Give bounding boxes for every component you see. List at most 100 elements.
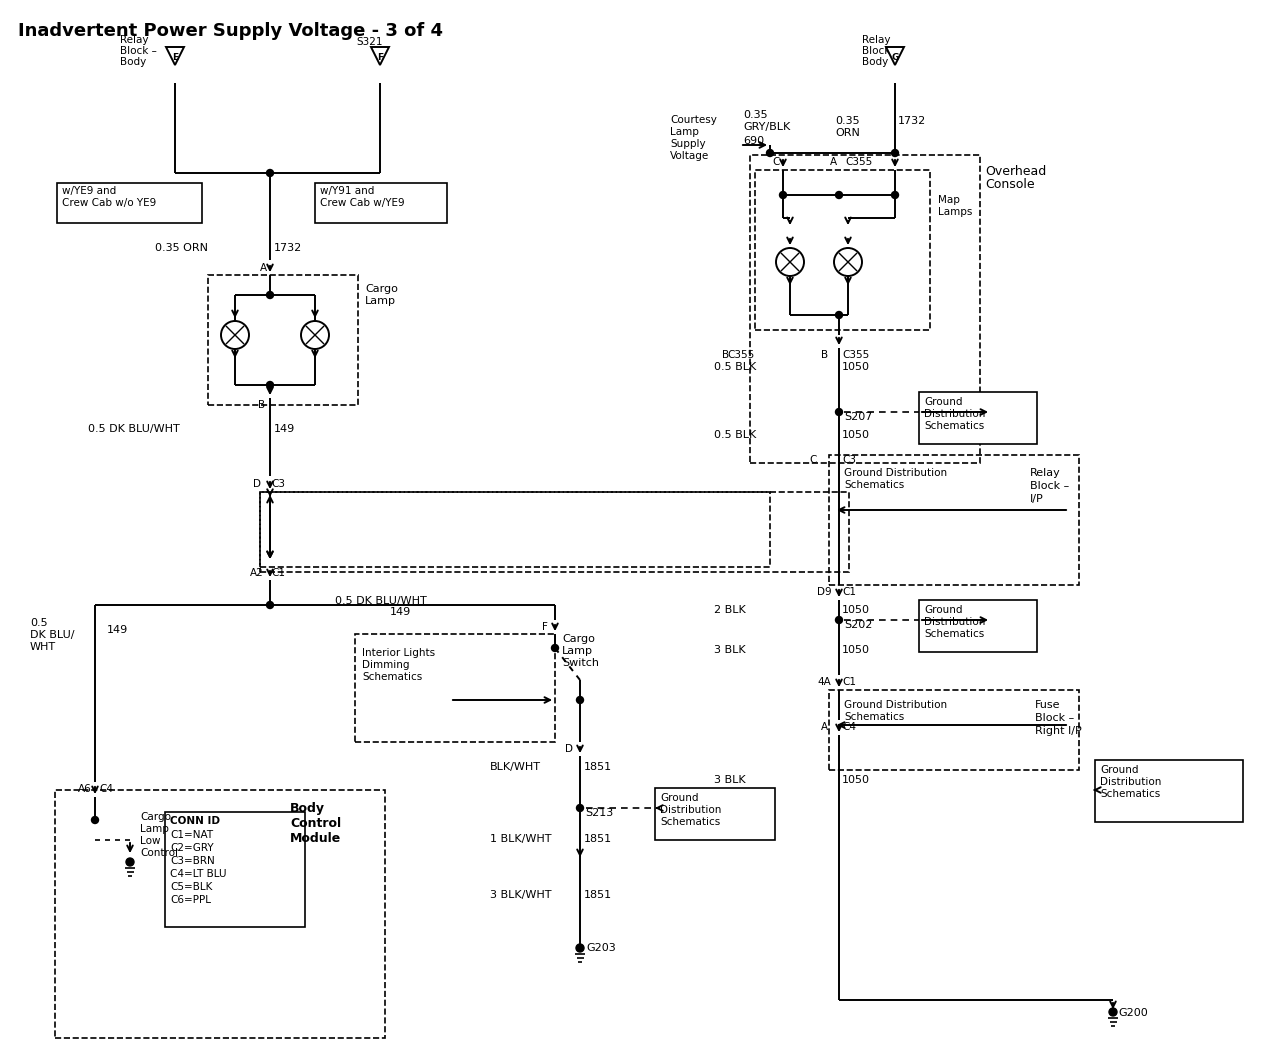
Bar [315,183,447,223]
Circle shape [91,816,99,824]
Text: C1=NAT: C1=NAT [170,830,214,840]
Circle shape [266,602,274,608]
Text: C4=LT BLU: C4=LT BLU [170,869,227,879]
Text: Distribution: Distribution [1100,777,1161,787]
Circle shape [266,381,274,389]
Text: 1050: 1050 [842,362,870,372]
Text: Block –: Block – [861,46,899,56]
Text: Supply: Supply [669,139,705,149]
Circle shape [836,617,842,623]
Text: Lamps: Lamps [938,207,973,216]
Circle shape [266,170,274,176]
Text: C355: C355 [842,350,869,360]
Text: 1 BLK/WHT: 1 BLK/WHT [490,834,552,844]
Text: Body: Body [291,802,325,815]
Circle shape [266,291,274,299]
Text: Lamp: Lamp [140,824,169,834]
Text: Block –: Block – [120,46,157,56]
Text: E: E [172,53,178,61]
Text: w/Y91 and: w/Y91 and [320,186,374,196]
Text: Distribution: Distribution [660,805,722,815]
Text: 1851: 1851 [584,834,612,844]
Polygon shape [166,48,184,65]
Text: C355: C355 [845,157,872,167]
Circle shape [836,409,842,415]
Text: B: B [259,400,265,410]
Text: DK BLU/: DK BLU/ [29,630,74,640]
Text: C355: C355 [727,350,754,360]
Text: S207: S207 [844,412,873,422]
Text: CONN ID: CONN ID [170,816,220,826]
Text: 0.5: 0.5 [29,618,47,628]
Text: 1732: 1732 [274,243,302,253]
Bar [1094,760,1243,822]
Text: Control: Control [291,817,342,830]
Text: Courtesy: Courtesy [669,115,717,125]
Text: WHT: WHT [29,642,56,652]
Text: Ground: Ground [924,605,963,615]
Text: C: C [809,455,817,465]
Polygon shape [371,48,389,65]
Text: 1050: 1050 [842,430,870,440]
Text: A: A [260,263,268,274]
Text: 0.35: 0.35 [742,110,768,120]
Text: Cargo: Cargo [365,284,398,294]
Bar [165,812,305,927]
Text: 149: 149 [390,607,411,617]
Text: 149: 149 [274,425,296,434]
Text: Schematics: Schematics [924,629,984,639]
Text: D: D [253,479,261,489]
Text: Schematics: Schematics [362,672,422,682]
Text: Control: Control [140,848,178,857]
Text: Ground: Ground [1100,765,1138,775]
Text: Fuse: Fuse [1036,700,1061,710]
Text: Relay: Relay [861,35,891,45]
Text: A: A [820,722,828,732]
Text: 690: 690 [742,136,764,146]
Text: 0.35 ORN: 0.35 ORN [155,243,207,253]
Text: Cargo: Cargo [140,812,172,822]
Text: Ground: Ground [924,397,963,407]
Text: D9: D9 [817,587,832,597]
Bar [260,492,771,567]
Circle shape [767,150,773,156]
Bar [207,275,358,406]
Text: C3=BRN: C3=BRN [170,856,215,866]
Text: 1050: 1050 [842,605,870,615]
Text: GRY/BLK: GRY/BLK [742,122,790,132]
Text: 1851: 1851 [584,890,612,900]
Text: I/P: I/P [1030,494,1043,504]
Text: C1: C1 [842,587,856,597]
Text: 0.35: 0.35 [835,116,860,126]
Circle shape [836,312,842,319]
Text: Interior Lights: Interior Lights [362,648,435,658]
Circle shape [891,191,899,199]
Text: 0.5 DK BLU/WHT: 0.5 DK BLU/WHT [88,425,180,434]
Text: C: C [772,157,780,167]
Text: D: D [564,744,573,754]
Text: Relay: Relay [120,35,148,45]
Circle shape [576,805,584,811]
Text: Right I/P: Right I/P [1036,727,1082,736]
Text: BLK/WHT: BLK/WHT [490,762,541,772]
Bar [829,455,1079,585]
Circle shape [1108,1008,1117,1016]
Text: 2 BLK: 2 BLK [714,605,746,615]
Text: Console: Console [986,178,1034,191]
Text: Schematics: Schematics [844,712,904,722]
Text: 1050: 1050 [842,645,870,655]
Text: 0.5 DK BLU/WHT: 0.5 DK BLU/WHT [335,596,426,606]
Text: C3: C3 [842,455,856,465]
Circle shape [552,644,558,652]
Bar [58,183,202,223]
Text: Cargo: Cargo [562,634,595,644]
Text: S213: S213 [585,808,613,818]
Text: Distribution: Distribution [924,409,986,419]
Text: 149: 149 [108,625,128,635]
Text: Schematics: Schematics [924,421,984,431]
Text: 4A: 4A [817,677,831,687]
Text: Body: Body [861,57,888,67]
Bar [755,170,931,329]
Text: 3 BLK/WHT: 3 BLK/WHT [490,890,552,900]
Text: Voltage: Voltage [669,151,709,161]
